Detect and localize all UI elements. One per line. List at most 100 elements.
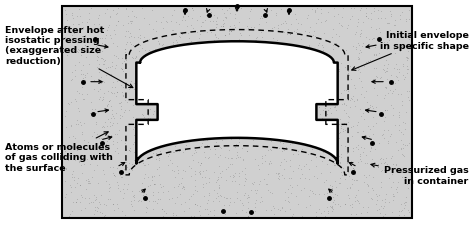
Point bbox=[356, 152, 364, 156]
Point bbox=[100, 173, 108, 176]
Point bbox=[399, 133, 406, 136]
Point bbox=[381, 47, 388, 50]
Point bbox=[385, 22, 393, 26]
Point bbox=[168, 162, 176, 165]
Point bbox=[337, 160, 344, 164]
Point bbox=[139, 138, 146, 142]
Point bbox=[198, 25, 205, 29]
Point bbox=[121, 48, 129, 52]
Point bbox=[275, 174, 283, 178]
Point bbox=[196, 98, 203, 102]
Point bbox=[262, 208, 270, 211]
Point bbox=[112, 24, 120, 27]
Point bbox=[128, 10, 136, 13]
Point bbox=[326, 136, 334, 140]
Point bbox=[321, 73, 328, 76]
Point bbox=[327, 65, 335, 68]
Point bbox=[106, 165, 113, 169]
Point bbox=[118, 57, 126, 61]
Point bbox=[110, 54, 118, 57]
Point bbox=[353, 212, 360, 216]
Point bbox=[253, 188, 260, 192]
Point bbox=[192, 151, 200, 154]
Point bbox=[277, 208, 284, 211]
Point bbox=[248, 181, 256, 185]
Point bbox=[383, 22, 391, 26]
Point bbox=[100, 202, 108, 205]
Point bbox=[109, 65, 116, 69]
Point bbox=[185, 36, 193, 40]
Point bbox=[349, 125, 356, 129]
Point bbox=[356, 49, 364, 53]
Point bbox=[210, 189, 218, 192]
Point bbox=[204, 135, 212, 139]
Point bbox=[115, 128, 123, 132]
Point bbox=[164, 155, 172, 158]
Point bbox=[113, 13, 121, 16]
Point bbox=[201, 194, 208, 198]
Point bbox=[336, 181, 343, 185]
Point bbox=[159, 87, 166, 90]
Point bbox=[205, 61, 213, 65]
Point bbox=[249, 139, 256, 142]
Point bbox=[154, 80, 161, 83]
Point bbox=[346, 196, 353, 200]
Point bbox=[235, 38, 243, 42]
Point bbox=[102, 74, 109, 77]
Point bbox=[93, 42, 100, 45]
Point bbox=[246, 84, 253, 88]
Point bbox=[368, 197, 375, 201]
Point bbox=[383, 78, 391, 81]
Point bbox=[75, 23, 82, 26]
Point bbox=[335, 35, 343, 39]
Point bbox=[86, 182, 94, 185]
Point bbox=[292, 46, 299, 50]
Point bbox=[172, 21, 180, 25]
Point bbox=[232, 171, 239, 175]
Point bbox=[180, 112, 188, 116]
Point bbox=[175, 182, 182, 186]
Point bbox=[80, 98, 87, 102]
Point bbox=[236, 156, 244, 159]
Point bbox=[114, 166, 121, 170]
Point bbox=[74, 122, 82, 126]
Point bbox=[138, 133, 146, 137]
Point bbox=[324, 127, 331, 131]
Point bbox=[96, 37, 103, 40]
Point bbox=[392, 52, 399, 55]
Point bbox=[237, 119, 244, 123]
Point bbox=[225, 33, 233, 36]
Point bbox=[109, 81, 117, 85]
Point bbox=[211, 74, 219, 77]
Point bbox=[356, 108, 364, 112]
Point bbox=[373, 94, 381, 97]
Point bbox=[139, 196, 146, 200]
Point bbox=[283, 131, 291, 135]
Polygon shape bbox=[137, 42, 337, 164]
Point bbox=[244, 196, 251, 200]
Point bbox=[103, 146, 110, 150]
Point bbox=[196, 170, 204, 173]
Point bbox=[356, 35, 364, 39]
Point bbox=[349, 166, 357, 170]
Point bbox=[96, 202, 104, 206]
Point bbox=[312, 211, 320, 214]
Point bbox=[206, 210, 213, 213]
Point bbox=[184, 123, 192, 126]
Point bbox=[80, 139, 87, 142]
Point bbox=[173, 195, 181, 199]
Point bbox=[215, 186, 223, 189]
Point bbox=[252, 101, 259, 104]
Point bbox=[204, 212, 212, 216]
Point bbox=[243, 128, 250, 131]
Point bbox=[144, 132, 151, 136]
Point bbox=[401, 206, 408, 210]
Point bbox=[302, 47, 310, 51]
Point bbox=[387, 15, 394, 19]
Point bbox=[285, 44, 293, 48]
Point bbox=[340, 89, 348, 93]
Point bbox=[374, 165, 382, 169]
Point bbox=[392, 19, 399, 23]
Point bbox=[73, 148, 80, 152]
Point bbox=[95, 63, 103, 66]
